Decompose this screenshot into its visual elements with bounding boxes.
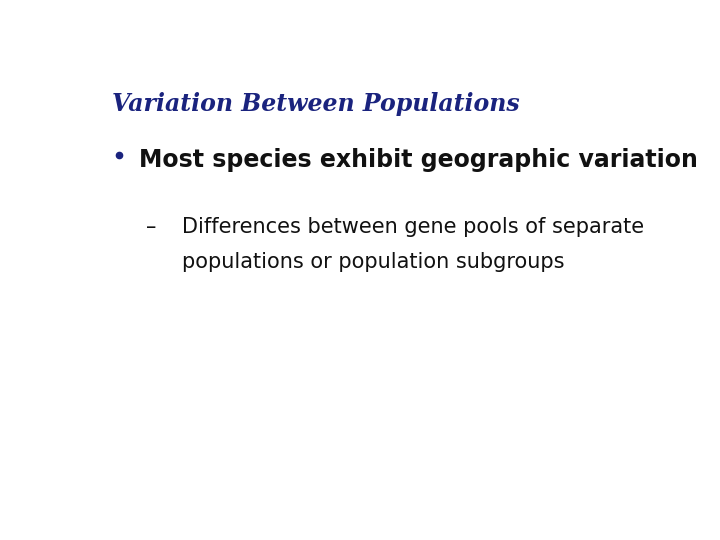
Text: Variation Between Populations: Variation Between Populations: [112, 92, 520, 116]
Text: Differences between gene pools of separate: Differences between gene pools of separa…: [182, 217, 644, 237]
Text: –: –: [145, 217, 156, 237]
Text: populations or population subgroups: populations or population subgroups: [182, 252, 564, 272]
Text: Most species exhibit geographic variation: Most species exhibit geographic variatio…: [139, 148, 698, 172]
